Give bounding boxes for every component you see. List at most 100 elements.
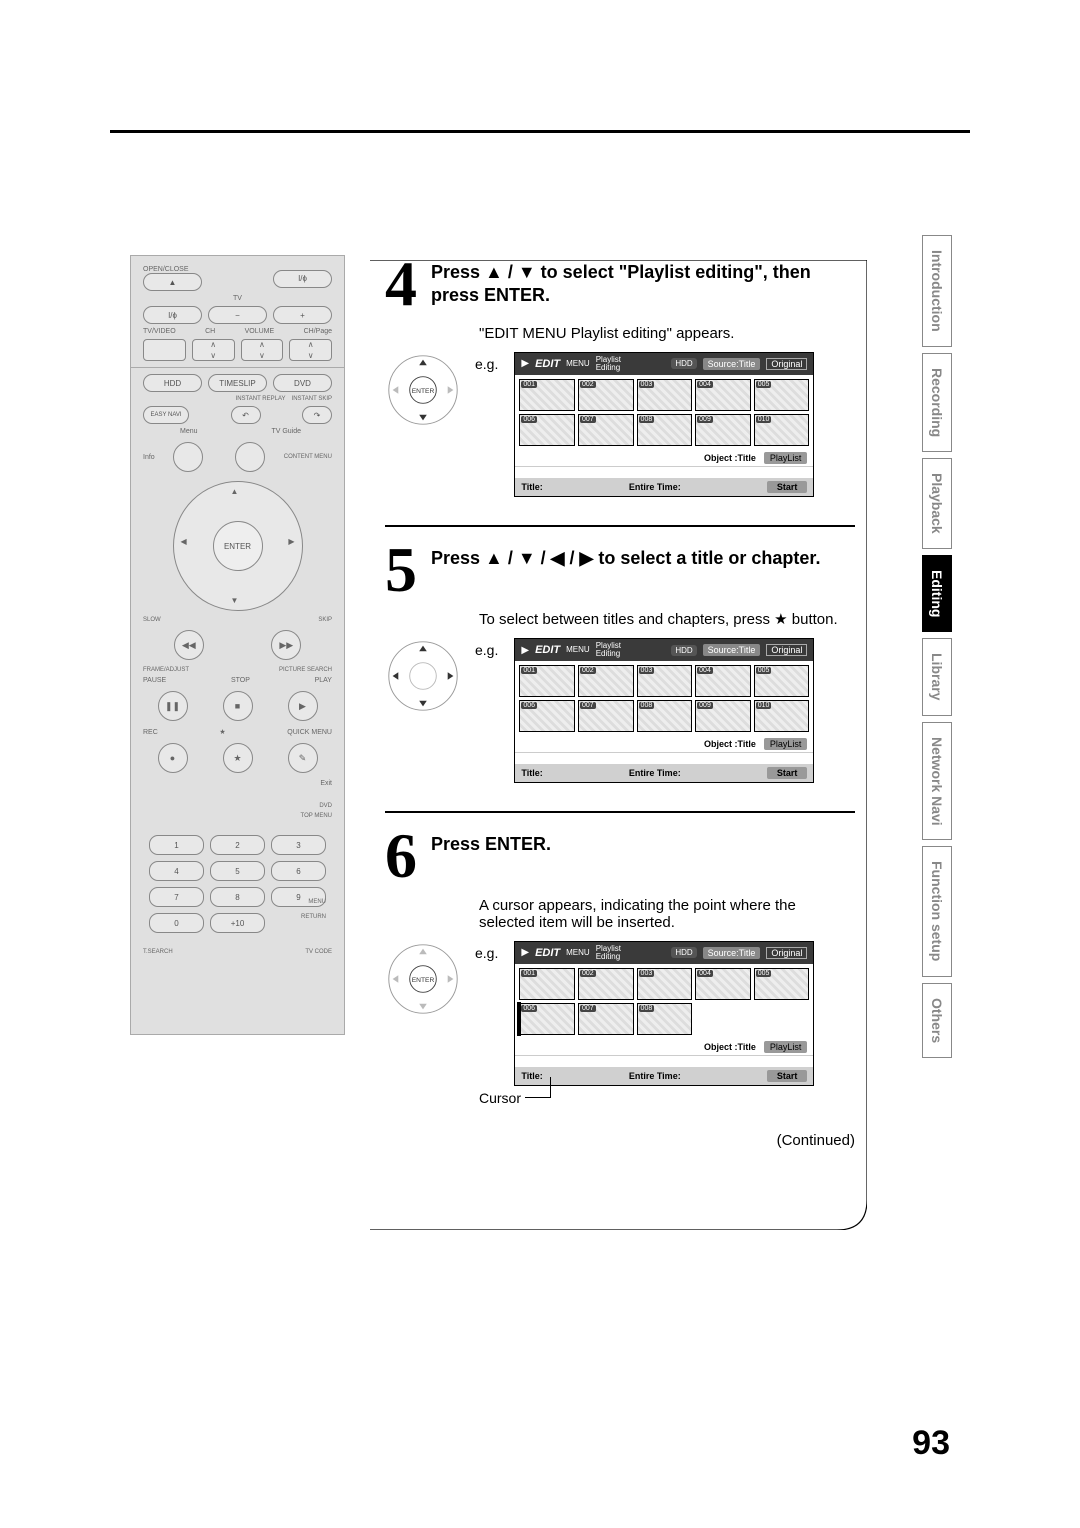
continued-label: (Continued) xyxy=(385,1132,855,1149)
remote-num-3[interactable]: 3 xyxy=(271,835,326,855)
screen-edit-label: EDIT xyxy=(535,947,560,959)
remote-enter-button[interactable]: ENTER xyxy=(213,521,263,571)
remote-star-button[interactable]: ★ xyxy=(223,743,253,773)
remote-tv-plus[interactable]: + xyxy=(273,306,332,324)
tab-introduction[interactable]: Introduction xyxy=(922,235,952,347)
remote-dvd-button[interactable]: DVD xyxy=(273,374,332,392)
step-4-dpad-icon: ENTER xyxy=(385,352,461,433)
tab-library[interactable]: Library xyxy=(922,638,952,715)
remote-num-7[interactable]: 7 xyxy=(149,887,204,907)
remote-num-6[interactable]: 6 xyxy=(271,861,326,881)
thumb-num: 009 xyxy=(697,416,713,423)
remote-tvguide-button[interactable] xyxy=(235,442,265,472)
screen-editing-sub: Editing xyxy=(596,952,620,961)
screen-start-button[interactable]: Start xyxy=(767,767,808,779)
remote-stop-button[interactable]: ■ xyxy=(223,691,253,721)
remote-play-button[interactable]: ▶ xyxy=(288,691,318,721)
remote-info-label: Info xyxy=(143,454,155,461)
tab-editing[interactable]: Editing xyxy=(922,555,952,632)
step-5-body: To select between titles and chapters, p… xyxy=(479,610,855,628)
remote-num-5[interactable]: 5 xyxy=(210,861,265,881)
screen-playlist-button[interactable]: PlayList xyxy=(764,452,808,464)
remote-easy-navi-button[interactable]: EASY NAVI xyxy=(143,406,189,424)
screen-start-button[interactable]: Start xyxy=(767,481,808,493)
remote-num-1[interactable]: 1 xyxy=(149,835,204,855)
remote-num-plus10[interactable]: +10 xyxy=(210,913,265,933)
step-6-eg: e.g. xyxy=(475,941,498,961)
remote-rec-label: REC xyxy=(143,729,158,736)
remote-chpage-rocker[interactable]: ∧∨ xyxy=(289,339,332,361)
arrow-icon: ▶ xyxy=(521,947,529,958)
remote-timeslip-button[interactable]: TIMESLIP xyxy=(208,374,267,392)
remote-tvvideo-label: TV/VIDEO xyxy=(143,328,176,335)
screen-object-label: Object :Title xyxy=(704,1042,756,1052)
screen-menu-sub: MENU xyxy=(566,948,590,957)
remote-volume-rocker[interactable]: ∧∨ xyxy=(241,339,284,361)
thumb-num: 003 xyxy=(639,381,655,388)
tab-function-setup[interactable]: Function setup xyxy=(922,846,952,976)
screen-playlist-button[interactable]: PlayList xyxy=(764,738,808,750)
remote-instant-skip-button[interactable]: ↷ xyxy=(302,406,332,424)
tab-playback[interactable]: Playback xyxy=(922,458,952,549)
screen-original-box: Original xyxy=(766,947,807,959)
remote-rec-button[interactable]: ● xyxy=(158,743,188,773)
step-5-dpad-icon xyxy=(385,638,461,719)
screen-hdd-pill: HDD xyxy=(671,645,696,656)
remote-tvvideo-button[interactable] xyxy=(143,339,186,361)
arrow-icon: ▶ xyxy=(521,645,529,656)
step-6-thumb-grid: 001 002 003 004 005 006 007 008 xyxy=(515,964,813,1039)
remote-picture-search-label: PICTURE SEARCH xyxy=(279,667,332,673)
remote-instant-skip-label: INSTANT SKIP xyxy=(292,396,332,402)
thumb-num: 002 xyxy=(580,381,596,388)
remote-return-label: RETURN xyxy=(301,914,326,920)
thumb-num: 005 xyxy=(756,381,772,388)
tab-recording[interactable]: Recording xyxy=(922,353,952,452)
svg-text:ENTER: ENTER xyxy=(412,977,435,984)
thumb-num: 008 xyxy=(639,416,655,423)
remote-tv-minus[interactable]: − xyxy=(208,306,267,324)
remote-quick-menu-button[interactable]: ✎ xyxy=(288,743,318,773)
screen-start-button[interactable]: Start xyxy=(767,1070,808,1082)
step-6-title: Press ENTER. xyxy=(431,827,551,856)
screen-original-box: Original xyxy=(766,644,807,656)
remote-tsearch-label: T.SEARCH xyxy=(143,949,173,955)
screen-editing-sub: Editing xyxy=(596,649,620,658)
remote-menu-button[interactable] xyxy=(173,442,203,472)
tab-network-navi[interactable]: Network Navi xyxy=(922,722,952,841)
remote-slow-label: SLOW xyxy=(143,617,161,623)
remote-num-4[interactable]: 4 xyxy=(149,861,204,881)
thumb-num: 006 xyxy=(521,416,537,423)
step-6-number: 6 xyxy=(385,827,417,885)
remote-dpad[interactable]: ENTER ▲ ▼ ◀ ▶ xyxy=(173,481,303,611)
remote-ch-rocker[interactable]: ∧∨ xyxy=(192,339,235,361)
remote-play-label: PLAY xyxy=(315,677,332,684)
remote-fwd-button[interactable]: ▶▶ xyxy=(271,630,301,660)
remote-exit-label: Exit xyxy=(143,780,332,787)
thumb-num: 005 xyxy=(756,970,772,977)
step-4-number: 4 xyxy=(385,255,417,313)
thumb-num: 005 xyxy=(756,667,772,674)
remote-pause-button[interactable]: ❚❚ xyxy=(158,691,188,721)
screen-playlist-button[interactable]: PlayList xyxy=(764,1041,808,1053)
svg-text:ENTER: ENTER xyxy=(412,387,435,394)
screen-hdd-pill: HDD xyxy=(671,947,696,958)
tab-others[interactable]: Others xyxy=(922,983,952,1058)
cursor-text: Cursor xyxy=(479,1090,521,1106)
remote-tvguide-label: TV Guide xyxy=(241,428,333,435)
remote-rev-button[interactable]: ◀◀ xyxy=(174,630,204,660)
remote-tv-power[interactable]: I/ɸ xyxy=(143,306,202,324)
remote-num-8[interactable]: 8 xyxy=(210,887,265,907)
main-content: 4 Press ▲ / ▼ to select "Playlist editin… xyxy=(385,255,855,1149)
remote-num-2[interactable]: 2 xyxy=(210,835,265,855)
remote-power-button[interactable]: I/ɸ xyxy=(273,270,332,288)
remote-hdd-button[interactable]: HDD xyxy=(143,374,202,392)
screen-source-title: Source:Title xyxy=(703,644,761,656)
remote-menu2-label: MENU xyxy=(308,899,326,905)
remote-instant-replay-button[interactable]: ↶ xyxy=(231,406,261,424)
remote-num-0[interactable]: 0 xyxy=(149,913,204,933)
thumb-num: 007 xyxy=(580,416,596,423)
arrow-icon: ▶ xyxy=(521,358,529,369)
remote-eject-button[interactable]: ▲ xyxy=(143,273,202,291)
thumb-num: 001 xyxy=(521,667,537,674)
thumb-num: 008 xyxy=(639,1005,655,1012)
